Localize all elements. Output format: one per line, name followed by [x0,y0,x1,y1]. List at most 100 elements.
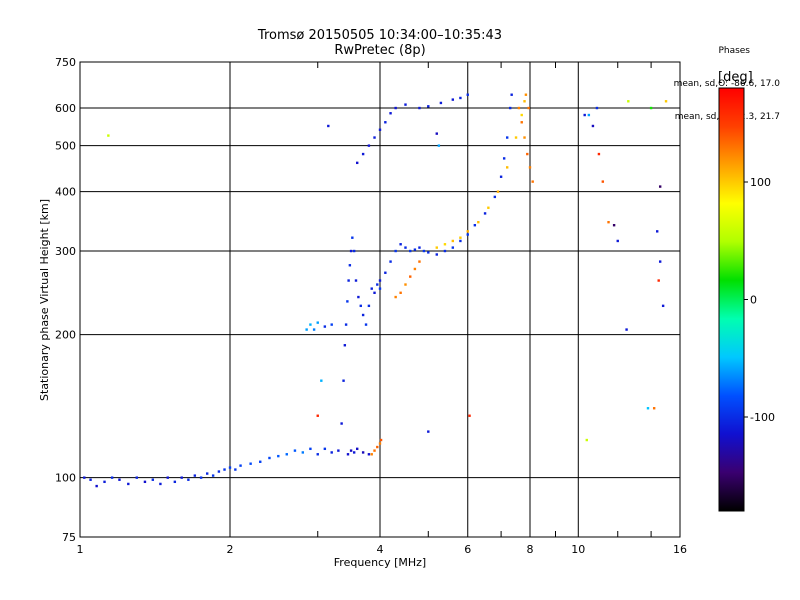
data-point [309,323,312,326]
y-axis-ticks: 75 100 200 300 400 500 600 750 [55,56,76,544]
data-point [612,224,616,227]
data-point [523,100,526,103]
data-point [443,243,447,246]
data-point [451,98,455,101]
data-point [466,233,469,236]
data-point [483,212,487,215]
colorbar-tick-label: 0 [750,294,757,307]
data-point [239,464,242,467]
data-point [143,480,147,484]
phases-o-label: mean, sd,O: [673,79,729,89]
data-point [357,295,360,299]
data-point [378,279,382,282]
data-point [409,275,412,278]
phases-o-values: -86.6, 17.0 [730,79,780,89]
data-point [658,260,662,263]
data-point [277,454,280,458]
data-point [378,287,382,290]
data-point [418,106,421,110]
data-point [394,106,397,110]
y-tick-label: 600 [55,102,76,115]
data-point [627,100,630,103]
data-point [616,239,619,243]
y-tick-label: 75 [62,531,76,544]
data-point [527,106,530,110]
data-point [378,128,382,131]
colorbar-tick-label: 100 [750,176,771,189]
data-point [211,474,215,477]
data-point [180,476,183,479]
data-point [451,246,455,249]
data-point [367,144,371,147]
data-point [355,447,359,451]
chart-title-line-2: RwPretec (8p) [334,43,426,58]
data-point [199,476,203,479]
colorbar-ticks: 100 0 -100 [744,176,775,424]
data-point [316,414,319,417]
data-point [103,480,106,484]
data-point [346,300,349,303]
data-point [361,313,365,317]
data-point [523,136,526,139]
data-point [151,478,155,481]
data-point [468,414,471,417]
data-point [384,271,387,274]
data-point [268,456,271,460]
colorbar-tick-label: -100 [750,411,775,424]
data-point [249,462,252,465]
data-point [361,152,365,156]
data-point [305,328,308,331]
data-point [477,220,480,224]
data-point [409,249,412,253]
data-point [346,453,350,456]
data-point [234,468,237,471]
data-point [110,476,114,479]
phases-summary: Phases mean, sd,O: -86.6, 17.0 mean, sd,… [600,24,780,134]
data-point [517,106,521,110]
data-point [418,260,421,263]
data-point [217,470,221,473]
data-point [367,453,371,456]
data-point [661,304,665,308]
data-point [118,478,121,481]
data-point [361,451,365,454]
data-point [531,180,534,183]
y-tick-label: 200 [55,329,76,342]
data-point [337,449,340,452]
data-point [223,468,226,471]
data-point [309,447,312,451]
colorbar-label: [deg] [718,70,753,85]
data-point [312,328,316,331]
y-tick-label: 100 [55,472,76,485]
data-point [625,328,628,331]
data-point [370,453,373,456]
data-point [607,220,610,224]
data-point [435,253,438,256]
y-axis-label: Stationary phase Virtual Height [km] [38,199,51,401]
data-point [649,106,653,110]
data-point [166,476,169,479]
data-point [349,249,353,253]
data-point [404,103,407,106]
data-point [526,152,529,156]
data-point [384,121,387,124]
data-point [487,206,490,209]
data-point [646,407,650,410]
data-point [520,121,523,124]
data-point [585,438,588,442]
data-point [601,180,605,183]
phases-x-values: 92.3, 21.7 [731,112,780,122]
data-point [159,482,162,486]
data-point [83,476,86,479]
data-point [376,445,379,449]
data-point [505,136,509,139]
data-point [327,124,330,128]
data-point [364,323,368,326]
chart-title-line-1: Tromsø 20150505 10:34:00–10:35:43 [257,28,503,43]
data-point [418,246,421,249]
data-point [389,112,392,115]
data-point [316,321,319,324]
data-point [359,304,362,308]
data-point [320,379,323,382]
